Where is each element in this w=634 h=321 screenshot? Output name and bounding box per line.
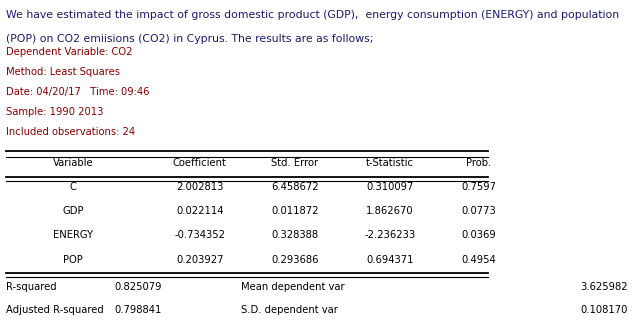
Text: 0.4954: 0.4954 bbox=[462, 255, 496, 265]
Text: 3.625982: 3.625982 bbox=[580, 282, 628, 292]
Text: 0.293686: 0.293686 bbox=[271, 255, 318, 265]
Text: 2.002813: 2.002813 bbox=[176, 182, 223, 192]
Text: GDP: GDP bbox=[62, 206, 84, 216]
Text: 1.862670: 1.862670 bbox=[366, 206, 414, 216]
Text: t-Statistic: t-Statistic bbox=[366, 158, 414, 168]
Text: 0.328388: 0.328388 bbox=[271, 230, 318, 240]
Text: Date: 04/20/17   Time: 09:46: Date: 04/20/17 Time: 09:46 bbox=[6, 87, 150, 97]
Text: 0.694371: 0.694371 bbox=[366, 255, 413, 265]
Text: 0.022114: 0.022114 bbox=[176, 206, 223, 216]
Text: 0.798841: 0.798841 bbox=[114, 305, 162, 315]
Text: Dependent Variable: CO2: Dependent Variable: CO2 bbox=[6, 47, 133, 56]
Text: Adjusted R-squared: Adjusted R-squared bbox=[6, 305, 104, 315]
Text: Variable: Variable bbox=[53, 158, 93, 168]
Text: POP: POP bbox=[63, 255, 83, 265]
Text: C: C bbox=[70, 182, 76, 192]
Text: Std. Error: Std. Error bbox=[271, 158, 318, 168]
Text: Method: Least Squares: Method: Least Squares bbox=[6, 67, 120, 77]
Text: 0.203927: 0.203927 bbox=[176, 255, 223, 265]
Text: 0.0369: 0.0369 bbox=[462, 230, 496, 240]
Text: 6.458672: 6.458672 bbox=[271, 182, 319, 192]
Text: (POP) on CO2 emiisions (CO2) in Cyprus. The results are as follows;: (POP) on CO2 emiisions (CO2) in Cyprus. … bbox=[6, 34, 373, 44]
Text: -2.236233: -2.236233 bbox=[365, 230, 415, 240]
Text: 0.011872: 0.011872 bbox=[271, 206, 318, 216]
Text: 0.310097: 0.310097 bbox=[366, 182, 413, 192]
Text: We have estimated the impact of gross domestic product (GDP),  energy consumptio: We have estimated the impact of gross do… bbox=[6, 10, 619, 20]
Text: 0.7597: 0.7597 bbox=[461, 182, 496, 192]
Text: 0.825079: 0.825079 bbox=[114, 282, 162, 292]
Text: Included observations: 24: Included observations: 24 bbox=[6, 127, 136, 137]
Text: Coefficient: Coefficient bbox=[173, 158, 226, 168]
Text: Mean dependent var: Mean dependent var bbox=[241, 282, 344, 292]
Text: R-squared: R-squared bbox=[6, 282, 57, 292]
Text: S.D. dependent var: S.D. dependent var bbox=[241, 305, 338, 315]
Text: Sample: 1990 2013: Sample: 1990 2013 bbox=[6, 107, 104, 117]
Text: -0.734352: -0.734352 bbox=[174, 230, 225, 240]
Text: 0.0773: 0.0773 bbox=[462, 206, 496, 216]
Text: 0.108170: 0.108170 bbox=[580, 305, 628, 315]
Text: ENERGY: ENERGY bbox=[53, 230, 93, 240]
Text: Prob.: Prob. bbox=[466, 158, 491, 168]
